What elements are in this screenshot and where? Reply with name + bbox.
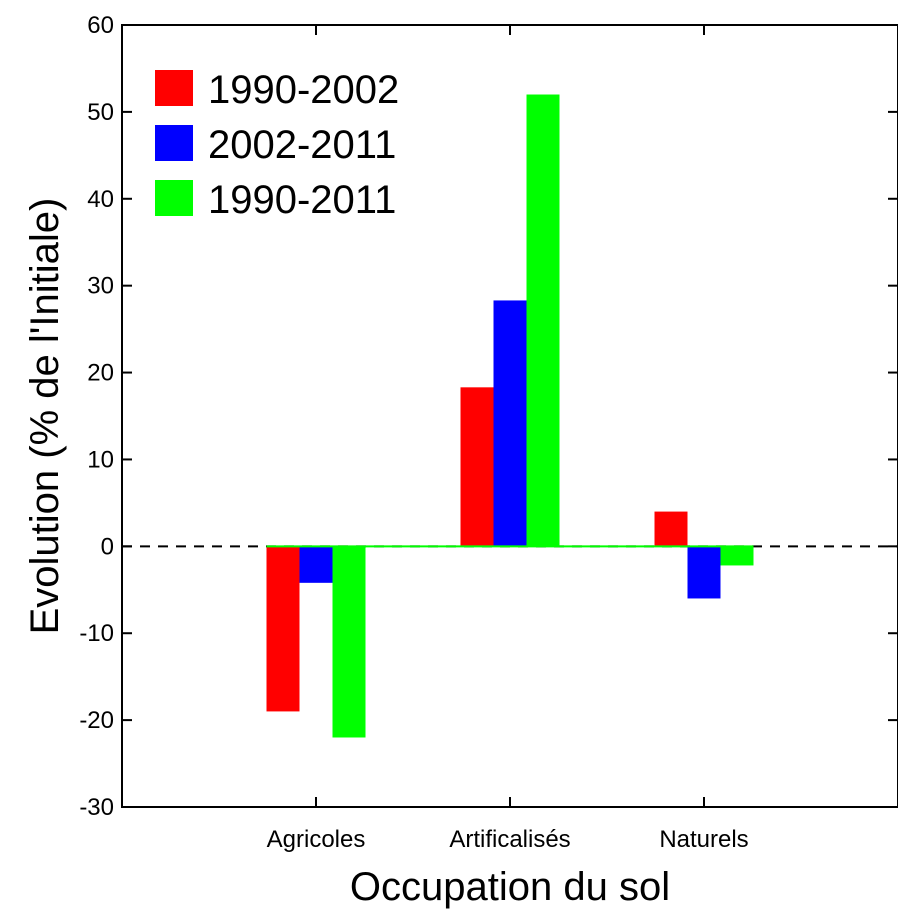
bar-1990-2002-Naturels <box>654 511 688 547</box>
bar-1990-2002-Artificalisés <box>460 387 494 547</box>
legend-swatch <box>155 70 193 106</box>
y-tick-label: 50 <box>87 99 114 126</box>
y-tick-label: 30 <box>87 273 114 300</box>
bar-2002-2011-Agricoles <box>299 546 333 583</box>
bar-1990-2011-Agricoles <box>332 546 366 738</box>
legend-swatch <box>155 180 193 216</box>
y-tick-label: 40 <box>87 186 114 213</box>
x-axis: Agricoles Artificalisés Naturels <box>267 25 749 853</box>
y-tick-label: -10 <box>79 620 114 647</box>
y-tick-label: 20 <box>87 360 114 387</box>
category-label: Agricoles <box>267 826 366 853</box>
legend-label: 1990-2011 <box>208 178 396 222</box>
y-tick-label: 60 <box>87 12 114 39</box>
y-tick-label: -20 <box>79 707 114 734</box>
bar-2002-2011-Naturels <box>687 546 721 599</box>
y-tick-label: 0 <box>101 533 114 560</box>
legend-label: 2002-2011 <box>208 123 396 167</box>
y-tick-label: 10 <box>87 446 114 473</box>
legend-label: 1990-2002 <box>208 68 399 112</box>
x-axis-title: Occupation du sol <box>350 865 670 909</box>
y-tick-label: -30 <box>79 794 114 821</box>
bar-1990-2011-Artificalisés <box>526 94 560 547</box>
category-label: Naturels <box>659 826 748 853</box>
legend: 1990-2002 2002-2011 1990-2011 <box>155 68 399 222</box>
bars <box>266 94 754 738</box>
y-axis-title: Evolution (% de l'Initiale) <box>23 198 67 635</box>
bar-1990-2002-Agricoles <box>266 546 300 712</box>
legend-swatch <box>155 125 193 161</box>
y-axis: -30 -20 -10 0 10 20 30 40 50 60 <box>79 12 898 821</box>
bar-1990-2011-Naturels <box>720 546 754 566</box>
category-label: Artificalisés <box>449 826 570 853</box>
bar-2002-2011-Artificalisés <box>493 300 527 547</box>
